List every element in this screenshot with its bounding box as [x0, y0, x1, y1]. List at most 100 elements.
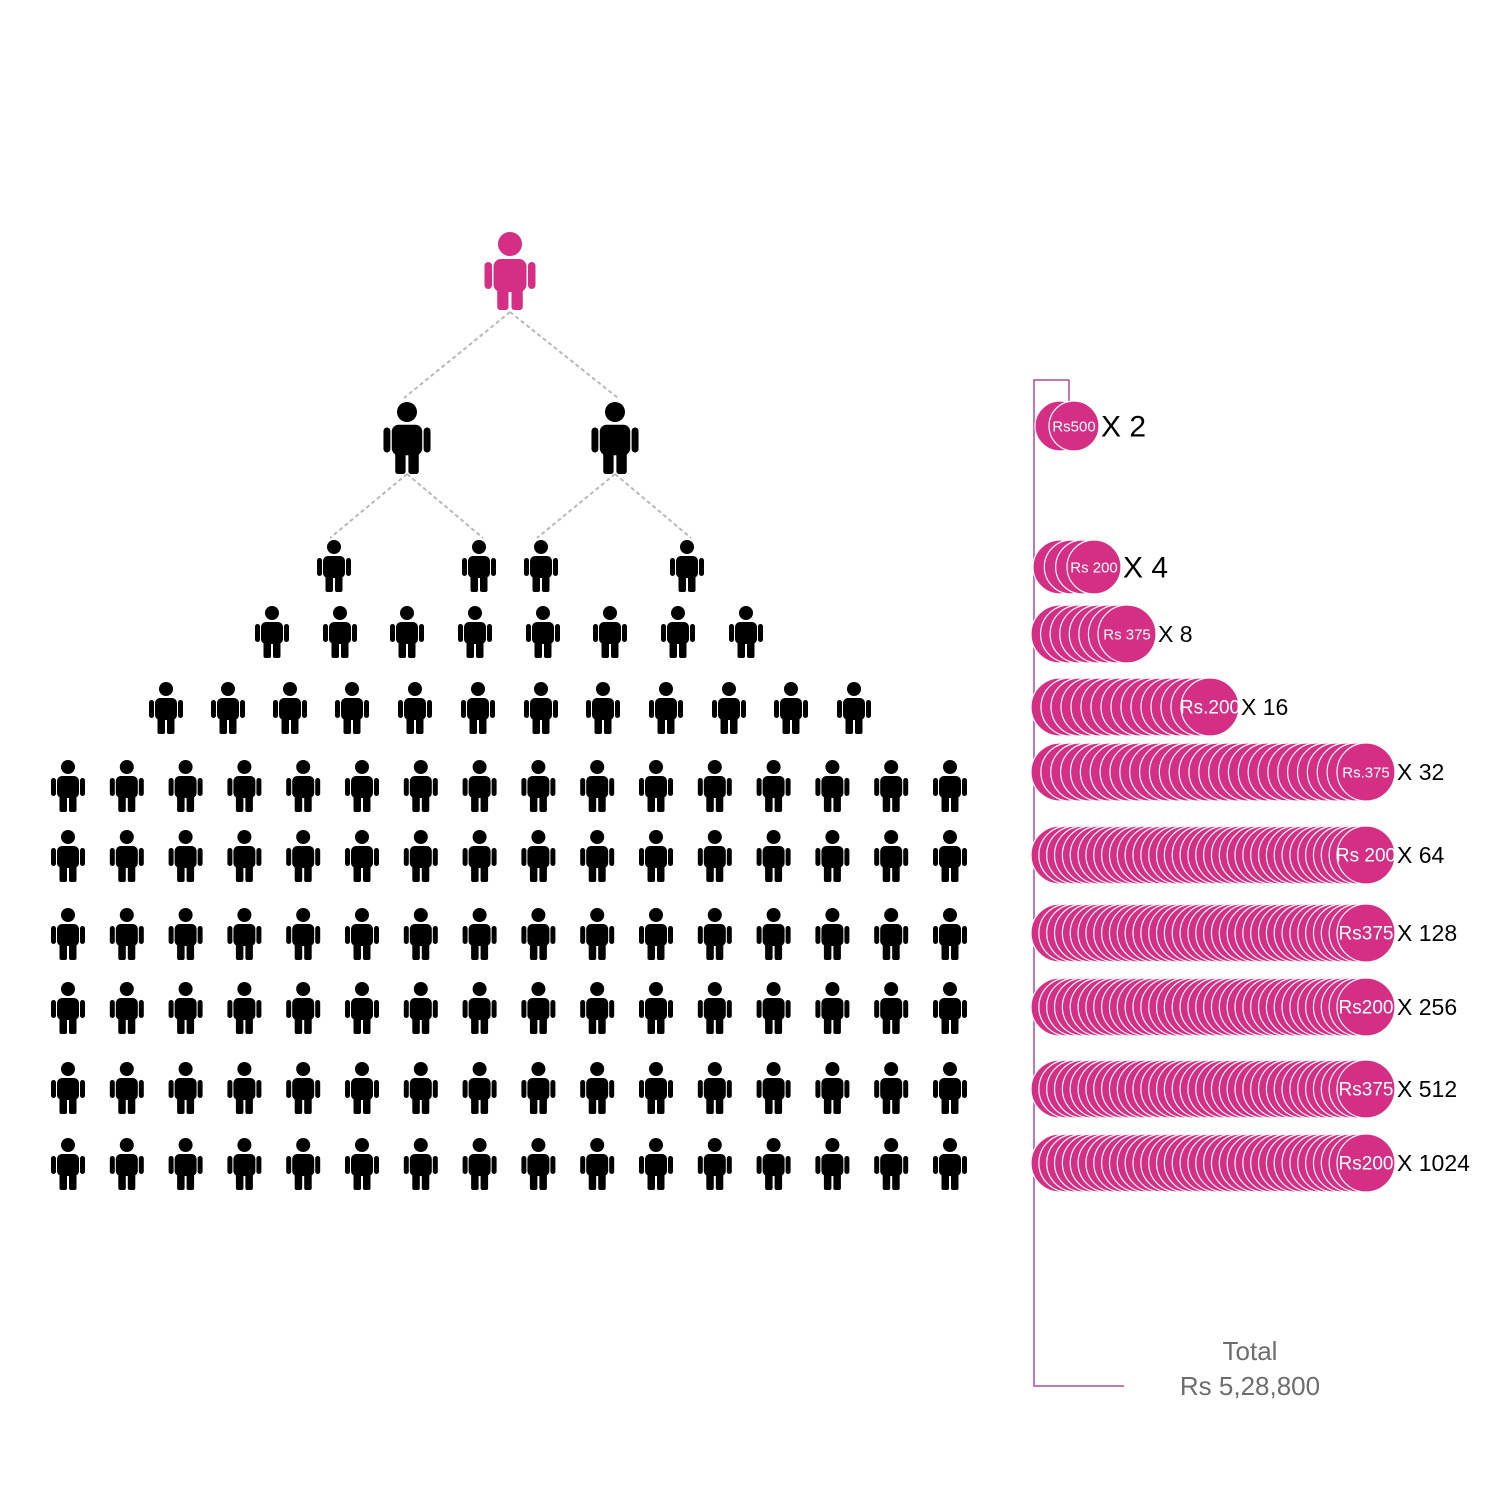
payout-row: Rs500 X 2 — [1034, 400, 1146, 452]
member-person-icon — [168, 1138, 203, 1190]
multiplier-label: X 4 — [1123, 552, 1168, 585]
member-person-icon — [109, 1062, 144, 1114]
multiplier-label: X 64 — [1397, 842, 1445, 868]
member-person-icon — [403, 1138, 438, 1190]
member-person-icon — [403, 908, 438, 960]
member-person-icon — [168, 1062, 203, 1114]
member-person-icon — [286, 1062, 321, 1114]
member-person-icon — [521, 830, 556, 882]
member-person-icon — [874, 908, 909, 960]
member-person-icon — [403, 830, 438, 882]
coin-amount-label: Rs200 — [1339, 1154, 1394, 1175]
member-person-icon — [109, 760, 144, 812]
member-person-icon — [286, 982, 321, 1034]
member-person-icon — [462, 982, 497, 1034]
member-person-icon — [933, 908, 967, 960]
coin-amount-label: Rs.375 — [1342, 764, 1390, 781]
member-person-icon — [335, 682, 369, 734]
member-person-icon — [524, 540, 558, 592]
member-person-icon — [227, 1062, 262, 1114]
member-person-icon — [639, 1138, 673, 1190]
member-person-icon — [51, 1138, 85, 1190]
member-person-icon — [639, 982, 673, 1034]
member-person-icon — [756, 908, 791, 960]
member-person-icon — [398, 682, 432, 734]
member-person-icon — [524, 682, 558, 734]
member-person-icon — [109, 1138, 144, 1190]
member-person-icon — [697, 760, 732, 812]
member-person-icon — [273, 682, 307, 734]
member-person-icon — [149, 682, 183, 734]
member-person-icon — [874, 830, 909, 882]
member-person-icon — [933, 982, 967, 1034]
rupee-coin-icon — [1336, 977, 1396, 1037]
connector-line — [406, 473, 484, 539]
connector-line — [329, 473, 408, 539]
member-person-icon — [815, 1062, 850, 1114]
member-person-icon — [933, 1062, 967, 1114]
member-person-icon — [458, 606, 492, 658]
member-person-icon — [521, 1062, 556, 1114]
member-person-icon — [109, 982, 144, 1034]
member-person-icon — [580, 1062, 615, 1114]
member-person-icon — [774, 682, 808, 734]
member-person-icon — [168, 908, 203, 960]
member-person-icon — [109, 830, 144, 882]
member-person-icon — [323, 606, 357, 658]
member-person-icon — [874, 1062, 909, 1114]
coin-amount-label: Rs 375 — [1103, 626, 1151, 643]
member-person-icon — [815, 830, 850, 882]
payout-row: Rs 375 X 8 — [1030, 604, 1193, 664]
member-person-icon — [51, 982, 85, 1034]
rupee-coin-icon — [1048, 400, 1100, 452]
member-person-icon — [661, 606, 695, 658]
multiplier-label: X 2 — [1101, 411, 1146, 444]
member-person-icon — [51, 830, 85, 882]
rupee-coin-icon — [1336, 903, 1396, 963]
rupee-coin-icon — [1336, 742, 1396, 802]
member-person-icon — [461, 682, 495, 734]
multiplier-label: X 16 — [1241, 694, 1288, 720]
recruiter-person-icon — [484, 232, 536, 310]
member-person-icon — [227, 908, 262, 960]
member-person-icon — [874, 760, 909, 812]
member-person-icon — [403, 760, 438, 812]
rupee-coin-icon — [1097, 604, 1157, 664]
member-person-icon — [168, 760, 203, 812]
member-person-icon — [211, 682, 245, 734]
member-person-icon — [815, 760, 850, 812]
member-person-icon — [639, 1062, 673, 1114]
member-person-icon — [345, 908, 379, 960]
member-person-icon — [756, 1138, 791, 1190]
member-person-icon — [255, 606, 289, 658]
member-person-icon — [227, 830, 262, 882]
member-person-icon — [697, 1062, 732, 1114]
member-person-icon — [462, 760, 497, 812]
member-person-icon — [874, 1138, 909, 1190]
member-person-icon — [639, 760, 673, 812]
member-person-icon — [580, 908, 615, 960]
member-person-icon — [109, 908, 144, 960]
member-person-icon — [697, 982, 732, 1034]
member-person-icon — [729, 606, 763, 658]
multiplier-label: X 32 — [1397, 759, 1444, 785]
member-person-icon — [462, 1138, 497, 1190]
coin-amount-label: Rs375 — [1339, 924, 1394, 945]
member-person-icon — [756, 830, 791, 882]
multiplier-label: X 1024 — [1397, 1150, 1470, 1176]
total-block: Total Rs 5,28,800 — [1150, 1334, 1350, 1404]
member-person-icon — [670, 540, 704, 592]
member-person-icon — [649, 682, 683, 734]
member-person-icon — [286, 1138, 321, 1190]
coin-amount-label: Rs.200 — [1180, 698, 1240, 719]
member-person-icon — [580, 830, 615, 882]
member-person-icon — [712, 682, 746, 734]
member-person-icon — [591, 402, 639, 474]
coin-amount-label: Rs 200 — [1070, 559, 1118, 576]
member-person-icon — [697, 830, 732, 882]
member-person-icon — [227, 982, 262, 1034]
member-person-icon — [697, 1138, 732, 1190]
member-person-icon — [815, 1138, 850, 1190]
